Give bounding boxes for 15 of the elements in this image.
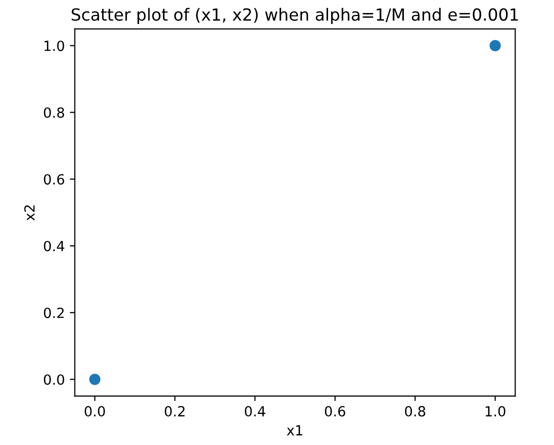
y-tick-label: 0.4 bbox=[44, 240, 64, 252]
y-axis-title: x2 bbox=[24, 205, 35, 221]
x-axis-title: x1 bbox=[286, 425, 302, 436]
x-tick-label: 0.2 bbox=[164, 406, 185, 417]
y-tick-label: 1.0 bbox=[44, 40, 64, 52]
x-tick-label: 0.0 bbox=[84, 406, 105, 417]
y-tick-label: 0.8 bbox=[44, 107, 64, 118]
x-tick-label: 0.6 bbox=[324, 406, 346, 417]
y-tick-label: 0.6 bbox=[44, 174, 64, 185]
y-tick-label: 0.2 bbox=[44, 308, 64, 318]
chart-title: Scatter plot of (x1, x2) when alpha=1/M and e=0.001 bbox=[72, 8, 518, 24]
x-tick-label: 0.4 bbox=[244, 406, 266, 417]
y-tick-label: 0.0 bbox=[44, 374, 64, 385]
x-tick-label: 0.8 bbox=[404, 406, 426, 417]
x-tick-label: 1.0 bbox=[486, 406, 506, 417]
